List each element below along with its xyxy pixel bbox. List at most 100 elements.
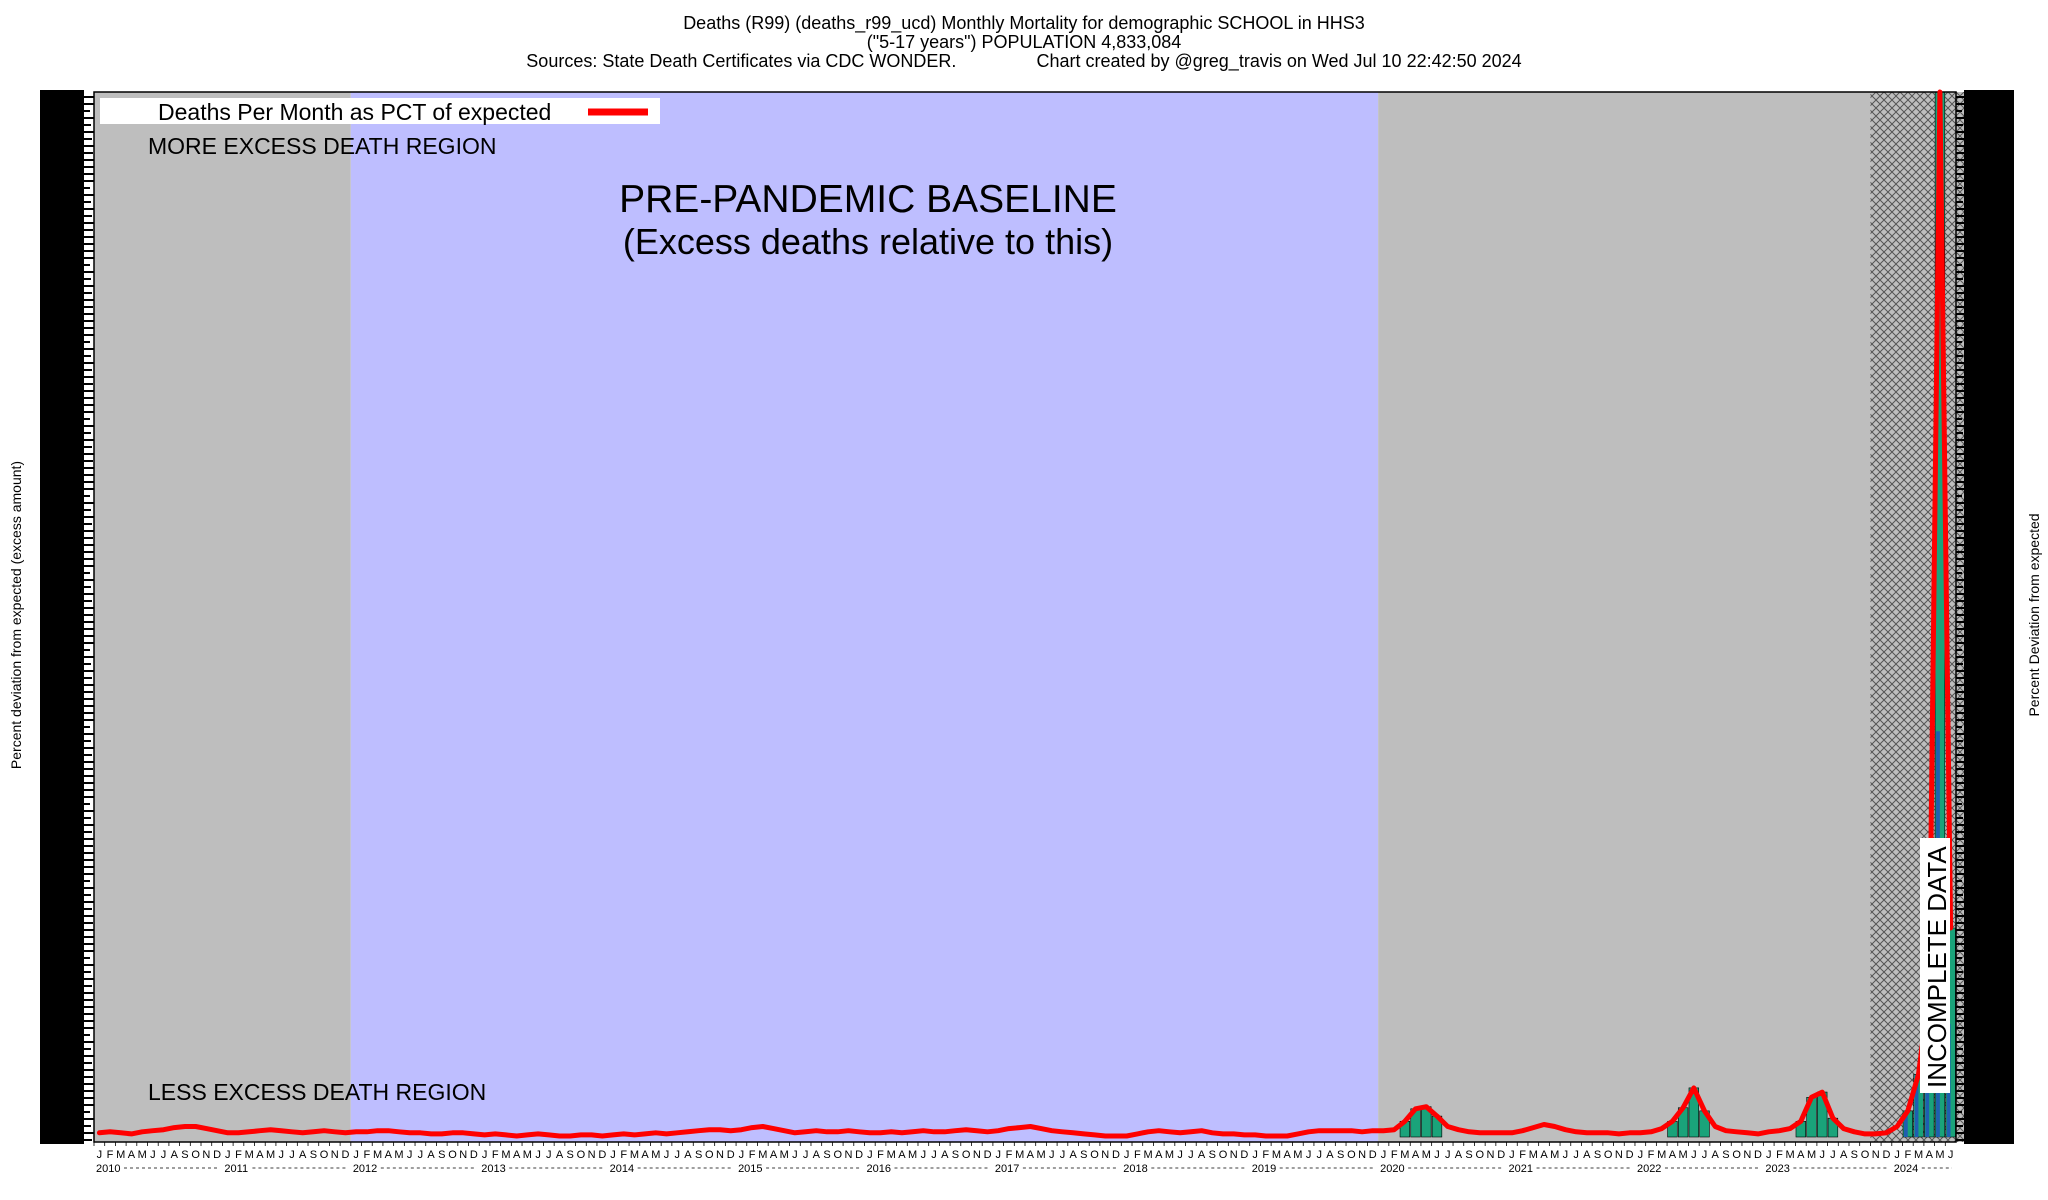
- data-point: [1435, 1114, 1439, 1118]
- data-point: [772, 1127, 775, 1130]
- x-tick-month: A: [513, 1149, 521, 1161]
- x-tick-month: J: [867, 1149, 873, 1161]
- data-point: [1007, 1127, 1011, 1130]
- y-tick-left: [84, 607, 94, 609]
- y-tick-right: [1956, 306, 1964, 308]
- y-tick-right: [1956, 908, 1964, 910]
- data-point: [793, 1131, 797, 1135]
- data-point: [611, 1133, 615, 1137]
- x-tick-year: 2019: [1252, 1163, 1276, 1175]
- data-point: [1553, 1125, 1556, 1128]
- data-point: [258, 1129, 262, 1132]
- y-tick-right: [1956, 530, 1964, 532]
- data-point: [1457, 1128, 1460, 1131]
- x-tick-year: 2022: [1637, 1163, 1661, 1175]
- y-tick-right: [1956, 866, 1964, 868]
- data-point: [119, 1131, 122, 1135]
- y-tick-left: [84, 425, 94, 427]
- y-tick-right: [1956, 1076, 1964, 1078]
- y-tick-left: [84, 887, 94, 889]
- x-tick-month: S: [695, 1149, 702, 1161]
- region-pre-pandemic-baseline: [350, 92, 1379, 1142]
- data-point: [1221, 1132, 1225, 1136]
- x-tick-year: 2021: [1509, 1163, 1533, 1175]
- data-point: [1350, 1129, 1353, 1132]
- y-tick-left: [84, 306, 93, 308]
- x-tick-year: 2012: [353, 1163, 377, 1175]
- y-tick-right: [1956, 313, 1964, 315]
- y-tick-left: [84, 369, 92, 371]
- y-tick-right: [1956, 747, 1964, 749]
- data-point: [98, 1131, 101, 1135]
- x-tick-month: J: [803, 1149, 809, 1161]
- y-tick-right: [1956, 96, 1964, 98]
- data-point: [1853, 1130, 1856, 1133]
- y-tick-right: [1956, 663, 1963, 665]
- x-tick-month: J: [995, 1149, 1001, 1161]
- region-excess-comparison-late: [1378, 92, 1871, 1142]
- y-tick-right: [1956, 726, 1962, 728]
- data-point: [1489, 1131, 1492, 1135]
- x-tick-month: M: [1400, 1149, 1409, 1161]
- x-tick-month: M: [394, 1149, 403, 1161]
- data-point: [1478, 1131, 1481, 1135]
- y-tick-left: [84, 145, 94, 147]
- y-tick-left: [84, 880, 90, 882]
- data-point: [1660, 1127, 1663, 1130]
- data-point: [376, 1129, 379, 1132]
- x-tick-month: M: [1165, 1149, 1174, 1161]
- y-tick-right: [1956, 544, 1964, 546]
- x-tick-month: A: [1027, 1149, 1035, 1161]
- x-tick-month: N: [844, 1149, 852, 1161]
- y-tick-left: [84, 138, 92, 140]
- y-tick-left: [84, 516, 94, 518]
- y-tick-left: [84, 810, 94, 812]
- data-point: [1628, 1131, 1631, 1135]
- y-tick-right: [1956, 397, 1964, 399]
- x-tick-month: F: [492, 1149, 499, 1161]
- y-tick-left: [84, 838, 94, 840]
- y-tick-right: [1956, 390, 1964, 392]
- y-tick-right: [1956, 159, 1964, 161]
- y-tick-right: [1956, 145, 1964, 147]
- data-point: [1093, 1133, 1096, 1137]
- data-point: [932, 1130, 936, 1133]
- y-tick-left: [84, 362, 94, 364]
- x-tick-month: S: [567, 1149, 574, 1161]
- data-point: [975, 1129, 979, 1132]
- data-point: [1082, 1132, 1086, 1136]
- data-point: [1863, 1132, 1867, 1136]
- x-tick-month: F: [877, 1149, 884, 1161]
- y-tick-left: [84, 166, 94, 168]
- x-tick-month: F: [620, 1149, 627, 1161]
- y-tick-right: [1956, 1069, 1964, 1071]
- y-tick-right: [1956, 1111, 1962, 1113]
- chart-title-line-2: ("5-17 years") POPULATION 4,833,084: [866, 32, 1182, 52]
- data-point: [1746, 1131, 1749, 1135]
- y-tick-right: [1956, 201, 1963, 203]
- y-tick-right: [1956, 446, 1964, 448]
- data-point: [1681, 1106, 1685, 1109]
- data-point: [547, 1133, 550, 1137]
- y-tick-left: [84, 593, 94, 595]
- y-tick-left: [84, 194, 94, 196]
- data-point: [151, 1129, 155, 1132]
- y-tick-left: [84, 670, 94, 672]
- data-point: [579, 1133, 583, 1137]
- y-tick-left: [84, 614, 93, 616]
- y-tick-right: [1956, 131, 1964, 133]
- y-tick-right: [1956, 474, 1964, 476]
- y-tick-right: [1956, 768, 1964, 770]
- x-tick-month: D: [1112, 1149, 1120, 1161]
- y-tick-left: [84, 936, 94, 938]
- x-tick-month: J: [97, 1149, 103, 1161]
- y-tick-right: [1956, 887, 1964, 889]
- y-tick-left: [84, 971, 91, 973]
- y-tick-right: [1956, 1125, 1963, 1127]
- data-point: [750, 1126, 754, 1129]
- x-tick-month: F: [749, 1149, 756, 1161]
- y-tick-left: [84, 978, 94, 980]
- x-tick-month: A: [641, 1149, 649, 1161]
- data-point: [654, 1131, 658, 1135]
